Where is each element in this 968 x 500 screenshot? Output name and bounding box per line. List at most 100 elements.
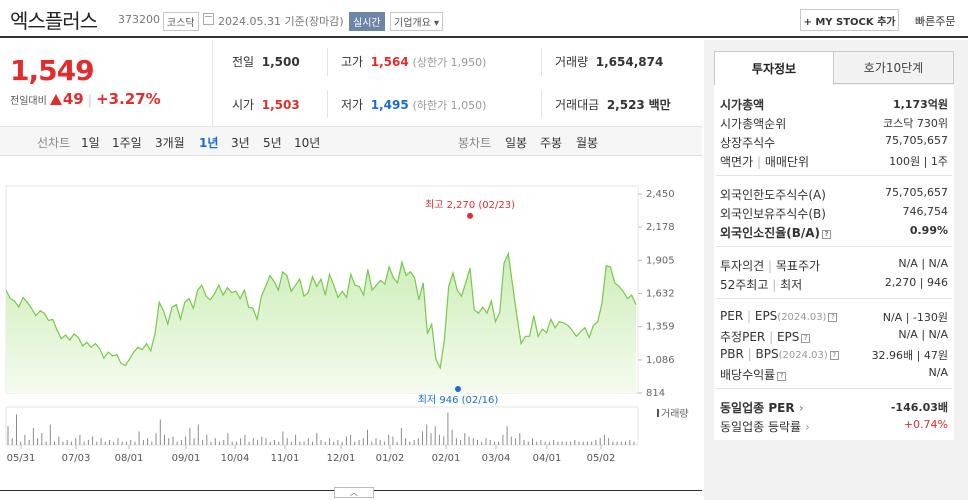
foreign-ratio-value: 0.99% <box>909 224 948 237</box>
quote-open: 시가 1,503 <box>232 96 300 113</box>
current-price: 1,549 <box>10 54 95 87</box>
invest-info-body <box>714 85 954 440</box>
quote-divider <box>327 90 328 118</box>
low-value: 1,495 <box>370 98 409 112</box>
quick-order-button[interactable]: 빠른주문 <box>915 15 956 28</box>
period-tab-5y[interactable]: 5년 <box>263 136 282 150</box>
eps-label: EPS <box>754 309 778 323</box>
high-value: 1,564 <box>370 55 409 69</box>
amount-unit: 백만 <box>648 98 671 112</box>
bps-period: (2024.03) <box>778 350 828 361</box>
company-info-dropdown[interactable]: 기업개요 ▾ <box>390 12 444 31</box>
pbr-bps-value: 32.96배 | 47원 <box>871 349 948 362</box>
help-icon[interactable]: ? <box>822 230 832 239</box>
per-eps-value: N/A | -130원 <box>882 311 948 324</box>
period-tab-3m[interactable]: 3개월 <box>155 136 185 150</box>
collapse-chart-button[interactable]: ︿ <box>334 487 374 498</box>
price-divider <box>212 40 213 126</box>
help-icon[interactable]: ? <box>828 313 838 322</box>
quote-divider <box>541 90 542 118</box>
x-tick-label: 05/31 <box>7 453 36 464</box>
help-icon[interactable]: ? <box>801 334 811 343</box>
header-divider <box>0 36 968 38</box>
candle-tab-week[interactable]: 주봉 <box>540 136 563 150</box>
help-icon[interactable]: ? <box>829 351 839 360</box>
stock-code: 373200 <box>118 13 160 26</box>
high-label: 고가 <box>341 55 364 69</box>
sector-rate-label: 동일업종 등락률 <box>720 420 802 434</box>
y-tick-label: 1,905 <box>646 255 675 266</box>
x-tick-label: 01/02 <box>376 453 405 464</box>
candle-tab-month[interactable]: 월봉 <box>576 136 599 150</box>
price-line <box>5 251 637 370</box>
market-cap-value: 1,173억원 <box>892 98 948 111</box>
x-tick-label: 08/01 <box>115 453 144 464</box>
open-value: 1,503 <box>261 98 300 112</box>
market-badge: 코스닥 <box>163 12 199 31</box>
rank-value: 코스닥 730위 <box>883 117 948 130</box>
change-value: 49 <box>62 90 84 108</box>
up-triangle-icon <box>49 94 62 105</box>
x-tick-label: 12/01 <box>327 453 356 464</box>
realtime-button[interactable]: 실시간 <box>349 12 385 31</box>
foreign-hold-value: 746,754 <box>902 205 949 218</box>
amount-value: 2,523 <box>606 98 645 112</box>
est-per-eps-value: N/A | N/A <box>898 328 948 341</box>
x-tick-label: 03/04 <box>482 453 511 464</box>
period-tab-1w[interactable]: 1주일 <box>112 136 142 150</box>
high-point <box>467 212 473 219</box>
dividend-label: 배당수익률 <box>720 368 776 382</box>
sector-per-label: 동일업종 PER <box>720 401 795 415</box>
chevron-right-icon: › <box>804 420 810 434</box>
help-icon[interactable]: ? <box>777 372 787 381</box>
high-label: 최고 2,270 (02/23) <box>425 199 515 211</box>
unit-label: 매매단위 <box>764 155 809 169</box>
period-tab-1d[interactable]: 1일 <box>81 136 100 150</box>
low-point <box>455 385 461 392</box>
shares-value: 75,705,657 <box>885 134 948 147</box>
rank-label: 시가총액순위 <box>720 117 787 131</box>
chevron-down-icon: ▾ <box>434 18 440 29</box>
w52-low-label: 최저 <box>780 278 803 292</box>
price-chart[interactable]: 최고 2,270 (02/23) 최저 946 (02/16) 거래량 2,450… <box>0 157 702 487</box>
mystock-add-button[interactable]: + MY STOCK 추가 <box>800 9 899 31</box>
y-tick-label: 1,086 <box>646 355 675 366</box>
period-tab-3y[interactable]: 3년 <box>231 136 250 150</box>
volume-frame <box>5 406 639 446</box>
candle-tab-day[interactable]: 일봉 <box>505 136 528 150</box>
foreign-limit-label: 외국인한도주식수(A) <box>720 188 826 202</box>
quote-divider <box>541 48 542 76</box>
volume-label: 거래량 <box>555 55 589 69</box>
x-tick-label: 07/03 <box>62 453 91 464</box>
chart-period-bar: 선차트 1일 1주일 3개월 1년 3년 5년 10년 봉차트 일봉 주봉 월봉 <box>0 126 702 156</box>
sector-rate-value: +0.74% <box>903 418 948 431</box>
par-unit-value: 100원 | 1주 <box>889 155 948 168</box>
y-tick-label: 2,178 <box>646 222 675 233</box>
period-tab-10y[interactable]: 10년 <box>294 136 321 150</box>
price-change: 전일대비 49 | +3.27% <box>10 90 161 108</box>
tab-orderbook[interactable]: 호가10단계 <box>833 51 954 84</box>
price-area <box>6 253 636 393</box>
x-tick-label: 04/01 <box>533 453 562 464</box>
x-tick-label: 10/04 <box>221 453 250 464</box>
est-per-label: 추정PER <box>720 330 766 344</box>
prev-value: 1,500 <box>261 55 300 69</box>
quote-amount: 거래대금 2,523 백만 <box>555 96 671 113</box>
company-info-label: 기업개요 <box>394 18 431 29</box>
tab-invest-info[interactable]: 투자정보 <box>714 51 834 85</box>
quote-high: 고가 1,564 (상한가 1,950) <box>341 53 486 70</box>
period-tab-1y[interactable]: 1년 <box>199 136 219 150</box>
foreign-limit-value: 75,705,657 <box>885 186 948 199</box>
opinion-label: 투자의견 <box>720 259 765 273</box>
shares-label: 상장주식수 <box>720 136 776 150</box>
chevron-up-icon: ︿ <box>350 487 358 497</box>
x-tick-label: 11/01 <box>271 453 300 464</box>
info-divider <box>716 175 952 176</box>
sector-per-value: -146.03배 <box>890 401 948 414</box>
y-tick-label: 2,450 <box>646 189 675 200</box>
w52-value: 2,270 | 946 <box>884 276 948 289</box>
eps-period: (2024.03) <box>777 312 827 323</box>
y-tick-label: 814 <box>646 388 665 399</box>
upper-limit: (상한가 1,950) <box>412 56 487 69</box>
line-chart-label: 선차트 <box>37 136 71 150</box>
